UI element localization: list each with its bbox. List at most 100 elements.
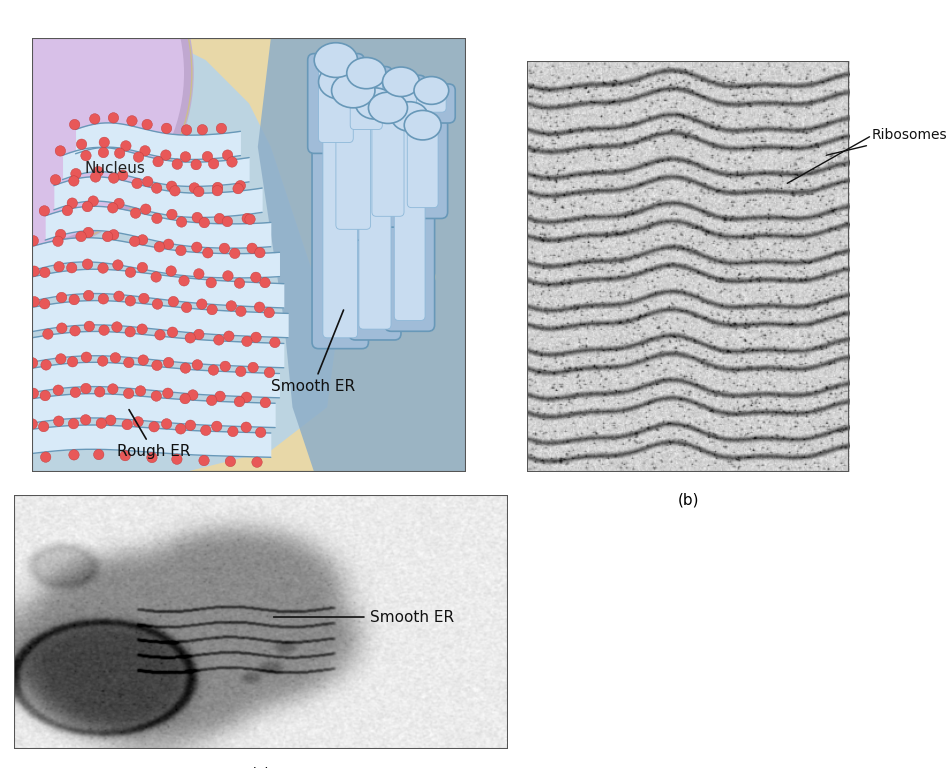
Circle shape: [28, 236, 39, 246]
Circle shape: [234, 278, 245, 288]
Circle shape: [228, 426, 238, 437]
Circle shape: [28, 358, 38, 368]
FancyBboxPatch shape: [307, 54, 364, 154]
Circle shape: [161, 123, 172, 134]
Circle shape: [55, 230, 65, 240]
Circle shape: [99, 147, 108, 157]
Circle shape: [107, 384, 118, 394]
Circle shape: [98, 356, 108, 366]
Circle shape: [71, 168, 81, 179]
Circle shape: [254, 302, 265, 313]
Circle shape: [125, 326, 136, 337]
Circle shape: [68, 176, 79, 186]
Circle shape: [139, 293, 149, 303]
Circle shape: [206, 277, 216, 288]
Circle shape: [170, 186, 180, 196]
Circle shape: [251, 272, 261, 283]
Circle shape: [136, 386, 146, 396]
Circle shape: [185, 420, 195, 430]
Ellipse shape: [341, 255, 436, 299]
Circle shape: [113, 260, 123, 270]
Polygon shape: [258, 38, 466, 472]
Circle shape: [50, 174, 61, 185]
Circle shape: [105, 415, 116, 425]
Circle shape: [129, 236, 140, 247]
Ellipse shape: [382, 67, 419, 97]
FancyBboxPatch shape: [398, 119, 448, 218]
Circle shape: [194, 187, 204, 197]
Circle shape: [155, 329, 165, 340]
Circle shape: [147, 452, 158, 463]
Circle shape: [84, 290, 94, 300]
Ellipse shape: [362, 157, 440, 197]
FancyBboxPatch shape: [372, 108, 404, 217]
Circle shape: [160, 150, 171, 161]
Circle shape: [209, 158, 219, 169]
Circle shape: [138, 234, 148, 245]
Circle shape: [43, 329, 53, 339]
Circle shape: [234, 396, 245, 407]
FancyBboxPatch shape: [362, 101, 414, 227]
Circle shape: [29, 266, 40, 276]
FancyBboxPatch shape: [341, 67, 392, 141]
Circle shape: [192, 359, 202, 370]
Circle shape: [82, 352, 92, 362]
Circle shape: [264, 367, 274, 378]
Ellipse shape: [356, 88, 395, 119]
Ellipse shape: [414, 77, 449, 104]
Circle shape: [125, 296, 136, 306]
Circle shape: [121, 141, 131, 151]
Circle shape: [168, 296, 178, 306]
Circle shape: [98, 293, 108, 304]
Circle shape: [242, 336, 252, 346]
Circle shape: [67, 198, 78, 208]
Text: Rough ER: Rough ER: [117, 409, 191, 459]
Circle shape: [192, 242, 202, 253]
Circle shape: [199, 217, 210, 228]
Circle shape: [94, 449, 104, 460]
Text: Smooth ER: Smooth ER: [273, 610, 454, 624]
Circle shape: [140, 204, 151, 214]
Circle shape: [152, 183, 162, 194]
Circle shape: [0, 0, 184, 247]
Circle shape: [108, 113, 119, 123]
Circle shape: [192, 212, 202, 223]
FancyBboxPatch shape: [394, 117, 425, 320]
Circle shape: [53, 416, 64, 426]
Text: Smooth ER: Smooth ER: [270, 310, 355, 394]
Circle shape: [254, 247, 265, 258]
Circle shape: [56, 293, 66, 303]
FancyBboxPatch shape: [350, 73, 382, 130]
Circle shape: [180, 393, 191, 404]
FancyBboxPatch shape: [376, 75, 426, 131]
Circle shape: [90, 172, 101, 182]
Circle shape: [57, 323, 67, 333]
Circle shape: [138, 355, 148, 366]
Circle shape: [120, 451, 130, 461]
Circle shape: [76, 231, 86, 242]
FancyBboxPatch shape: [359, 104, 391, 329]
Circle shape: [255, 427, 266, 438]
Text: (c): (c): [251, 766, 271, 768]
Circle shape: [191, 160, 201, 170]
Ellipse shape: [314, 43, 358, 78]
Ellipse shape: [331, 73, 375, 108]
Circle shape: [235, 306, 246, 316]
Circle shape: [39, 206, 49, 216]
Circle shape: [76, 139, 86, 150]
Circle shape: [69, 294, 80, 305]
Circle shape: [163, 357, 174, 368]
Circle shape: [140, 146, 150, 156]
Circle shape: [130, 208, 140, 218]
Circle shape: [96, 418, 106, 429]
Circle shape: [241, 392, 251, 402]
Circle shape: [69, 119, 80, 130]
Circle shape: [185, 333, 195, 343]
Circle shape: [214, 335, 224, 345]
Circle shape: [98, 263, 108, 273]
Circle shape: [27, 419, 37, 429]
FancyBboxPatch shape: [407, 125, 438, 207]
Circle shape: [56, 354, 66, 364]
Circle shape: [166, 266, 177, 276]
Circle shape: [108, 173, 119, 184]
